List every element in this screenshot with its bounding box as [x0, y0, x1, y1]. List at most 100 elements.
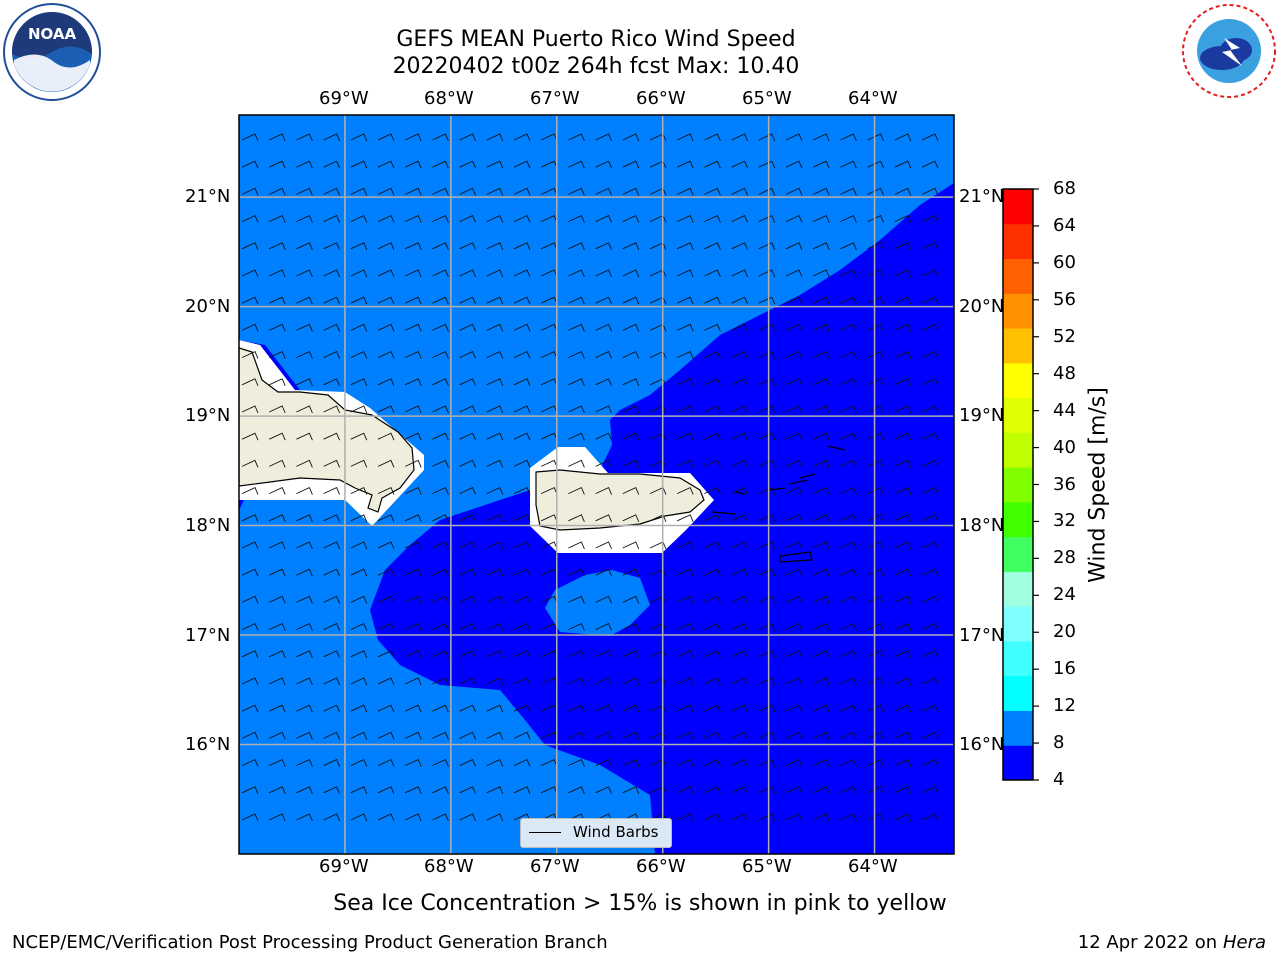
wind-barb — [785, 459, 803, 468]
wind-barb — [568, 160, 585, 169]
wind-barb — [432, 568, 449, 577]
wind-barb — [513, 677, 531, 686]
wind-barb — [595, 486, 613, 495]
wind-barb — [350, 813, 368, 822]
wind-barb — [377, 595, 395, 604]
colorbar-label: Wind Speed [m/s] — [1085, 387, 1111, 583]
wind-barb — [486, 269, 504, 278]
wind-barb — [867, 296, 885, 305]
wind-barb — [568, 323, 585, 332]
wind-barb — [813, 486, 830, 495]
wind-barb — [377, 378, 395, 386]
wind-barb — [269, 568, 286, 577]
wind-barb — [459, 214, 477, 223]
wind-barb — [785, 731, 803, 740]
wind-barb — [785, 350, 803, 359]
wind-barb — [350, 214, 368, 223]
wind-barb — [323, 323, 341, 332]
wind-barb — [459, 486, 477, 495]
wind-barb — [785, 677, 803, 686]
wind-barb — [568, 350, 585, 359]
wind-barb — [894, 214, 912, 223]
wind-barb — [595, 432, 613, 441]
wind-barb — [704, 350, 721, 359]
wind-barb — [405, 758, 422, 767]
wind-barb — [269, 786, 286, 794]
wind-barb — [405, 786, 422, 794]
wind-barb — [432, 514, 449, 522]
wind-barb — [894, 133, 912, 142]
wind-barb — [677, 269, 694, 278]
wind-barb — [894, 378, 912, 386]
wind-barb — [241, 677, 259, 686]
wind-barb — [513, 758, 531, 767]
wind-barb — [269, 133, 286, 142]
wind-barb — [867, 323, 885, 332]
wind-barb — [840, 405, 857, 414]
wind-barb — [867, 459, 885, 468]
wind-barb — [459, 704, 477, 713]
wind-barb — [813, 813, 830, 822]
wind-barb — [486, 296, 504, 305]
wind-barb — [758, 486, 776, 495]
wind-barb — [323, 758, 341, 767]
wind-barb — [350, 296, 368, 305]
wind-barb — [840, 541, 857, 550]
wind-barb — [677, 187, 694, 196]
lon-label-top: 66°W — [636, 88, 686, 109]
wind-barb — [677, 704, 694, 713]
wind-barb — [377, 622, 395, 631]
wind-barb — [568, 378, 585, 386]
colorbar-tick-label: 28 — [1053, 547, 1076, 569]
lon-label-bottom: 67°W — [530, 856, 580, 877]
wind-barb — [704, 133, 721, 142]
wind-barb — [296, 323, 313, 332]
wind-barb — [677, 459, 694, 468]
wind-barb — [350, 758, 368, 767]
wind-barb — [323, 731, 341, 740]
wind-barb — [785, 133, 803, 142]
wind-barb — [622, 704, 640, 713]
wind-barb — [677, 541, 694, 550]
wind-barb — [677, 758, 694, 767]
wind-barb — [894, 622, 912, 631]
wind-barb — [840, 758, 857, 767]
wind-barb — [513, 350, 531, 359]
wind-barb — [513, 432, 531, 441]
colorbar-tick-label: 68 — [1053, 178, 1076, 199]
wind-barb — [323, 813, 341, 822]
wind-barb — [758, 160, 776, 169]
wind-barb — [486, 677, 504, 686]
footer-date-text: 12 Apr 2022 on — [1077, 932, 1223, 953]
wind-barb — [622, 514, 640, 522]
wind-barb — [677, 677, 694, 686]
colorbar-tick-label: 16 — [1053, 658, 1076, 680]
wind-barb — [785, 595, 803, 604]
wind-barb — [377, 160, 395, 169]
wind-barb — [704, 514, 721, 522]
wind-barb — [459, 323, 477, 332]
chart-subtitle: 20220402 t00z 264h fcst Max: 10.40 — [392, 54, 800, 79]
wind-barb — [704, 187, 721, 196]
wind-barb — [513, 650, 531, 658]
wind-barb — [459, 269, 477, 278]
wind-barb — [459, 514, 477, 522]
wind-barb — [677, 242, 694, 250]
wind-barb — [813, 160, 830, 169]
wind-barb — [867, 541, 885, 550]
wind-barb — [269, 622, 286, 631]
wind-barb — [459, 133, 477, 142]
wind-barb — [459, 296, 477, 305]
wind-barb — [568, 486, 585, 495]
wind-barb — [677, 650, 694, 658]
wind-barb — [867, 405, 885, 414]
wind-barb — [595, 459, 613, 468]
wind-barb — [377, 486, 395, 495]
footer-branch: NCEP/EMC/Verification Post Processing Pr… — [12, 932, 608, 953]
wind-barb — [867, 704, 885, 713]
wind-barb — [486, 432, 504, 441]
wind-barb — [595, 568, 613, 577]
wind-barb — [432, 133, 449, 142]
wind-barb — [377, 296, 395, 305]
wind-barb — [432, 486, 449, 495]
